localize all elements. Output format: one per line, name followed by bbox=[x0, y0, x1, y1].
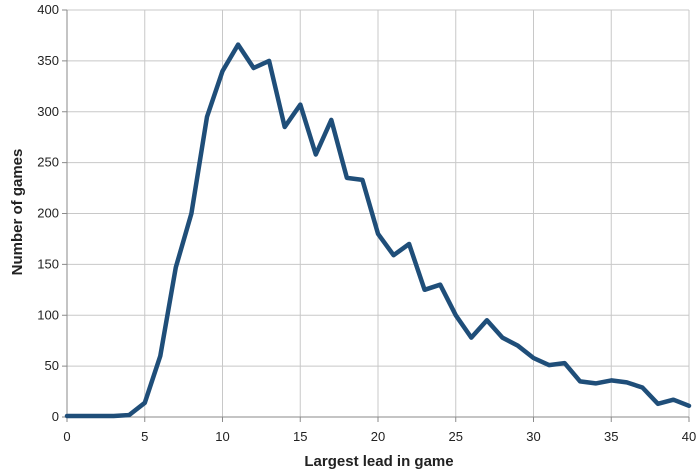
x-tick-label: 20 bbox=[371, 429, 385, 444]
grid bbox=[67, 9, 690, 417]
y-tick-label: 0 bbox=[52, 409, 59, 424]
x-tick-label: 30 bbox=[526, 429, 540, 444]
series-line bbox=[64, 42, 692, 419]
y-tick-label: 350 bbox=[37, 53, 59, 68]
x-tick-label: 40 bbox=[682, 429, 696, 444]
axes bbox=[62, 9, 690, 422]
y-tick-label: 250 bbox=[37, 155, 59, 170]
x-tick-label: 5 bbox=[141, 429, 148, 444]
y-tick-label: 50 bbox=[45, 358, 59, 373]
x-tick-label: 25 bbox=[449, 429, 463, 444]
x-axis-title: Largest lead in game bbox=[304, 453, 453, 470]
x-tick-label: 15 bbox=[293, 429, 307, 444]
y-tick-label: 150 bbox=[37, 256, 59, 271]
x-tick-label: 10 bbox=[215, 429, 229, 444]
y-tick-label: 300 bbox=[37, 104, 59, 119]
y-tick-label: 100 bbox=[37, 307, 59, 322]
x-tick-label: 35 bbox=[604, 429, 618, 444]
series-layer bbox=[64, 42, 692, 419]
y-axis-title: Number of games bbox=[9, 149, 26, 276]
x-tick-label: 0 bbox=[63, 429, 70, 444]
y-tick-label: 400 bbox=[37, 2, 59, 17]
y-tick-label: 200 bbox=[37, 206, 59, 221]
tick-labels: 0 50 100 150 200 250 300 350 400 0 5 10 15 20 25 30 35 40 bbox=[37, 2, 696, 444]
